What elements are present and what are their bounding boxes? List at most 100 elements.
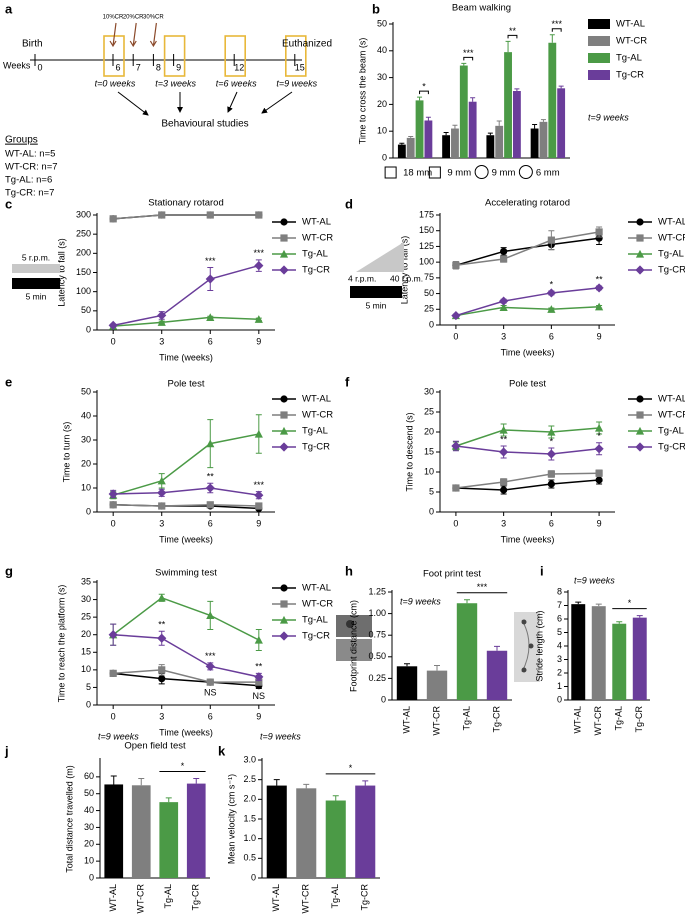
significance: * [550, 279, 554, 289]
legend-label: Tg-AL [302, 426, 328, 437]
series-line [113, 487, 259, 496]
marker [500, 478, 508, 486]
marker [546, 288, 556, 298]
x-tick-label: Tg-CR [191, 884, 201, 911]
significance: *** [254, 480, 265, 490]
bar [442, 135, 451, 158]
legend-label: Tg-CR [302, 631, 330, 642]
y-axis-label: Time to turn (s) [61, 422, 71, 483]
stride-photo [514, 612, 540, 682]
x-tick-label: WT-CR [136, 884, 146, 914]
y-tick-label: 0.5 [243, 853, 256, 863]
marker [547, 427, 556, 436]
x-tick-label: WT-AL [108, 884, 118, 912]
series-line [455, 427, 600, 447]
marker [500, 255, 508, 263]
y-axis-label: Latency to fall (s) [399, 236, 409, 305]
legend-label: WT-CR [658, 233, 685, 244]
y-tick-label: 10 [424, 466, 434, 476]
error-bar [616, 621, 623, 624]
timepoint-box [284, 35, 307, 77]
marker [451, 441, 461, 451]
marker [109, 669, 117, 677]
footprint-photo [336, 615, 372, 637]
significance: ** [255, 662, 263, 672]
x-tick-label: Tg-AL [614, 706, 624, 731]
chart-title: Swimming test [155, 568, 217, 579]
marker [206, 313, 215, 321]
y-tick-label: 0 [382, 152, 387, 162]
y-axis-label: Stride length (cm) [534, 610, 544, 681]
bar [424, 120, 433, 158]
y-axis-label: Total distance travelled (m) [64, 765, 74, 873]
bar [459, 65, 468, 158]
photo-detail [521, 667, 527, 673]
study-arrow [261, 91, 293, 114]
y-tick-label: 75 [424, 272, 434, 282]
error-bar [443, 132, 449, 136]
y-tick-label: 0 [251, 872, 256, 882]
y-tick-label: 50 [81, 305, 91, 315]
marker [636, 218, 644, 226]
y-tick-label: 300 [76, 209, 91, 219]
x-tick-label: 6 [208, 518, 213, 528]
error-bar [487, 132, 493, 136]
significance: * [550, 436, 554, 446]
x-tick-label: 6 [208, 336, 213, 346]
y-tick-label: 15 [424, 446, 434, 456]
marker [635, 265, 645, 275]
significance: ** [500, 434, 508, 444]
series-line [113, 633, 259, 678]
y-tick-label: 5 [86, 682, 91, 692]
marker [157, 593, 166, 602]
y-tick-label: 40 [84, 805, 94, 815]
error-bar [434, 664, 440, 671]
x-tick-label: 3 [501, 518, 506, 528]
bar [504, 52, 512, 158]
x-tick-label: 3 [501, 331, 506, 341]
significance: ** [596, 274, 604, 284]
note: t=9 weeks [574, 575, 615, 585]
y-tick-label: 0.75 [368, 630, 386, 640]
y-tick-label: 20 [81, 458, 91, 468]
marker [547, 305, 556, 313]
x-tick-label: 9 [597, 518, 602, 528]
panel-label: b [372, 1, 380, 16]
marker [594, 302, 604, 311]
panel-label: j [4, 743, 9, 758]
error-bar [362, 780, 369, 786]
bar [557, 88, 566, 158]
legend-label: Tg-AL [658, 249, 684, 260]
error-bar [408, 136, 414, 138]
error-bar [464, 599, 470, 604]
diet-step: 20%CR [123, 15, 144, 21]
legend-label: WT-AL [658, 394, 685, 405]
timepoint-label: t=6 weeks [216, 78, 257, 88]
group-label: WT-AL: n=5 [5, 149, 55, 160]
marker [157, 476, 166, 485]
start-label: Birth [22, 39, 43, 50]
bar [131, 785, 151, 878]
bar [159, 802, 179, 878]
y-tick-label: 20 [377, 99, 387, 109]
chart-title: Stationary rotarod [148, 198, 224, 209]
x-tick-label: Tg-CR [360, 884, 370, 911]
legend-label: WT-CR [302, 233, 333, 244]
y-axis-label: Mean velocity (cm s⁻¹) [226, 774, 236, 864]
bar [296, 788, 317, 878]
marker [280, 234, 288, 242]
inset-duration [350, 286, 402, 298]
bar [468, 101, 477, 158]
significance: *** [205, 256, 216, 266]
photo-detail [346, 620, 354, 628]
error-bar [540, 119, 546, 122]
series-line [455, 231, 600, 267]
marker [499, 447, 509, 457]
x-tick-label: Tg-CR [491, 706, 501, 733]
marker [279, 265, 289, 275]
bar [355, 785, 376, 878]
bar [456, 603, 478, 700]
marker [636, 395, 644, 403]
error-bar [514, 88, 520, 91]
x-tick-label: 0 [453, 518, 458, 528]
